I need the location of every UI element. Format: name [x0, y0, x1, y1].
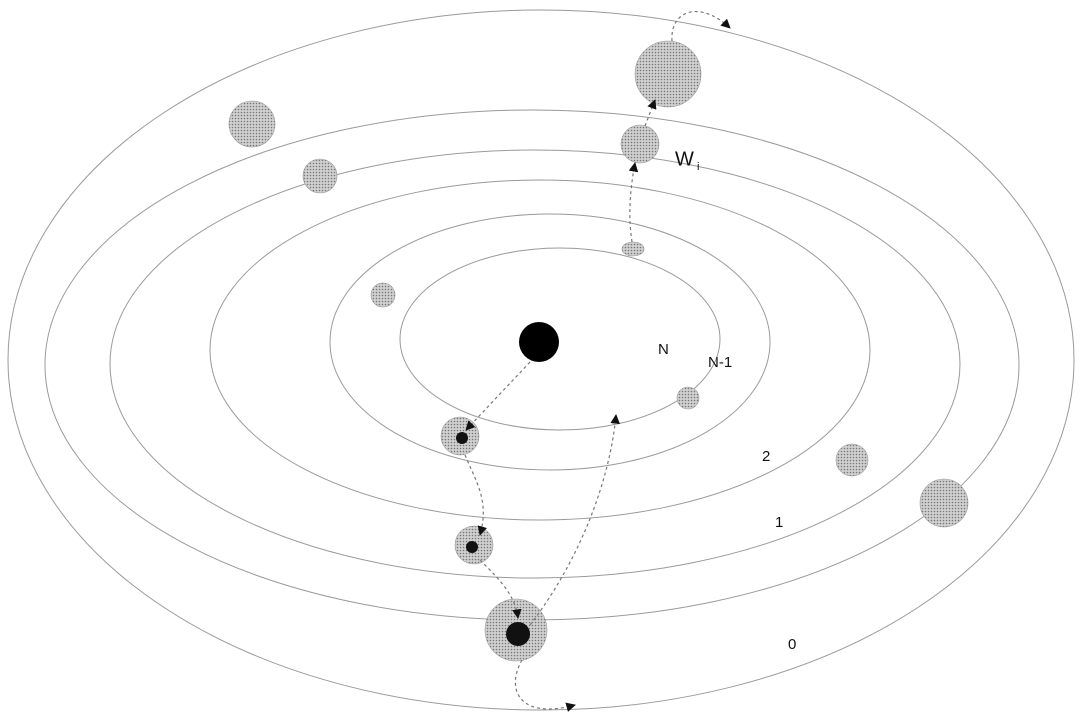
node — [835, 443, 869, 477]
label-w-sub: i — [697, 161, 699, 173]
node-core — [456, 432, 468, 444]
orbit — [44, 109, 1020, 621]
arrow — [671, 11, 731, 42]
orbit — [209, 179, 871, 521]
orbit — [329, 213, 771, 471]
node — [228, 100, 276, 148]
node — [621, 241, 645, 257]
arrow — [464, 454, 487, 536]
orbit — [7, 9, 1075, 711]
node-core — [506, 622, 530, 646]
node — [620, 124, 660, 164]
orbit — [109, 149, 961, 579]
node — [302, 158, 338, 194]
label-ring-1: 1 — [775, 514, 783, 531]
center-node — [519, 322, 559, 362]
arrow — [644, 99, 657, 127]
arrow — [529, 414, 620, 626]
nodes — [228, 40, 969, 662]
arrow — [465, 361, 531, 431]
node-core — [466, 541, 478, 553]
arrows — [464, 11, 731, 712]
node — [370, 282, 396, 308]
label-w: W — [675, 148, 694, 170]
label-n: N — [658, 341, 669, 358]
arrow — [628, 162, 639, 243]
orbit — [399, 247, 721, 431]
node — [919, 478, 969, 528]
arrow — [479, 559, 522, 619]
node — [676, 386, 700, 410]
label-n-minus-1: N-1 — [708, 354, 732, 371]
node — [634, 40, 702, 108]
label-ring-0: 0 — [788, 636, 796, 653]
label-ring-2: 2 — [762, 448, 770, 465]
arrow — [514, 659, 576, 712]
